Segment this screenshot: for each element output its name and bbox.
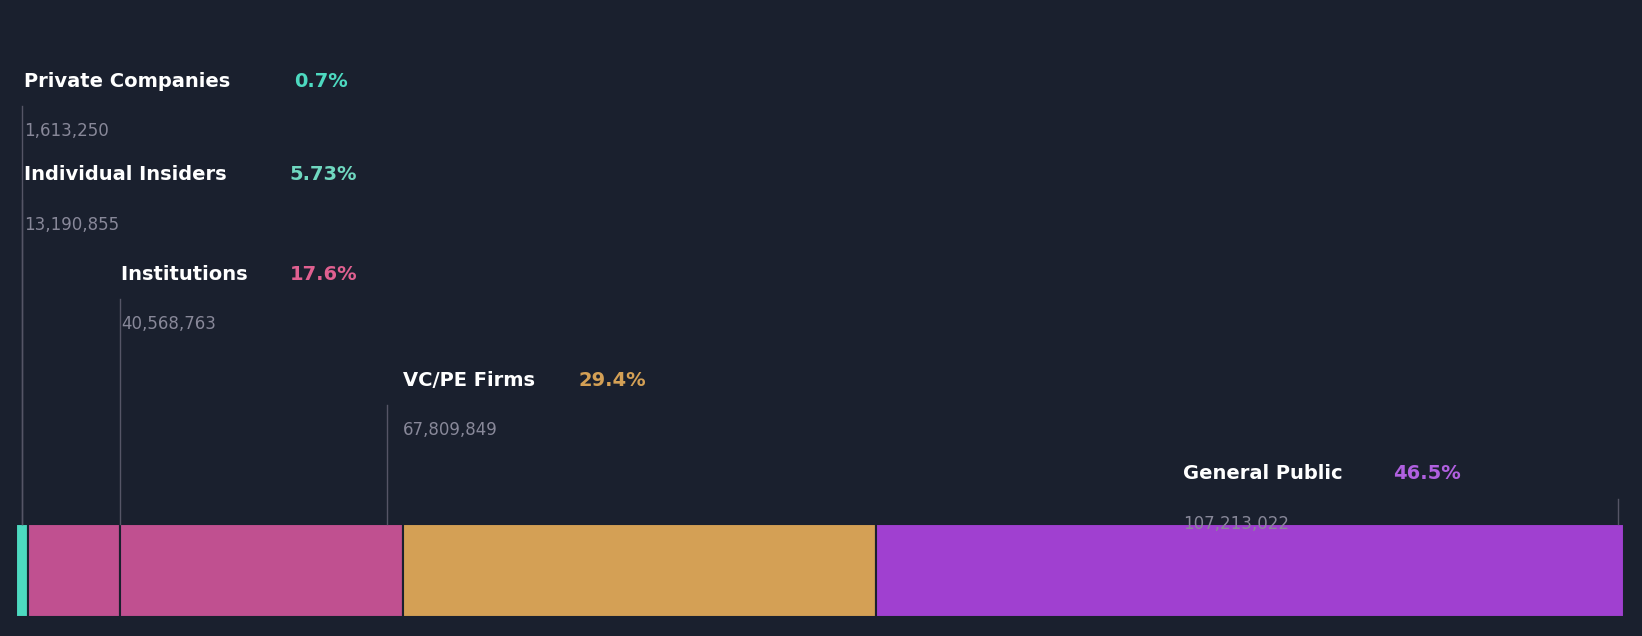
Text: 5.73%: 5.73% bbox=[289, 165, 356, 184]
Text: 17.6%: 17.6% bbox=[289, 265, 358, 284]
Bar bbox=[120, 523, 402, 617]
Text: 46.5%: 46.5% bbox=[1394, 464, 1461, 483]
Text: Private Companies: Private Companies bbox=[25, 72, 238, 91]
Bar bbox=[16, 523, 25, 617]
Text: 13,190,855: 13,190,855 bbox=[25, 216, 120, 233]
Bar bbox=[28, 523, 120, 617]
Bar bbox=[16, 523, 28, 617]
Text: General Public: General Public bbox=[1182, 464, 1350, 483]
Text: 67,809,849: 67,809,849 bbox=[402, 421, 498, 439]
Text: 29.4%: 29.4% bbox=[578, 371, 645, 390]
Text: Institutions: Institutions bbox=[122, 265, 255, 284]
Text: 40,568,763: 40,568,763 bbox=[122, 315, 215, 333]
Bar bbox=[406, 523, 874, 617]
Text: 1,613,250: 1,613,250 bbox=[25, 122, 110, 140]
Text: 0.7%: 0.7% bbox=[294, 72, 348, 91]
Bar bbox=[878, 523, 1624, 617]
Text: Individual Insiders: Individual Insiders bbox=[25, 165, 233, 184]
Bar bbox=[402, 523, 877, 617]
Bar bbox=[30, 523, 118, 617]
Text: 107,213,022: 107,213,022 bbox=[1182, 515, 1289, 533]
Text: VC/PE Firms: VC/PE Firms bbox=[402, 371, 542, 390]
Bar bbox=[877, 523, 1624, 617]
Bar bbox=[122, 523, 401, 617]
